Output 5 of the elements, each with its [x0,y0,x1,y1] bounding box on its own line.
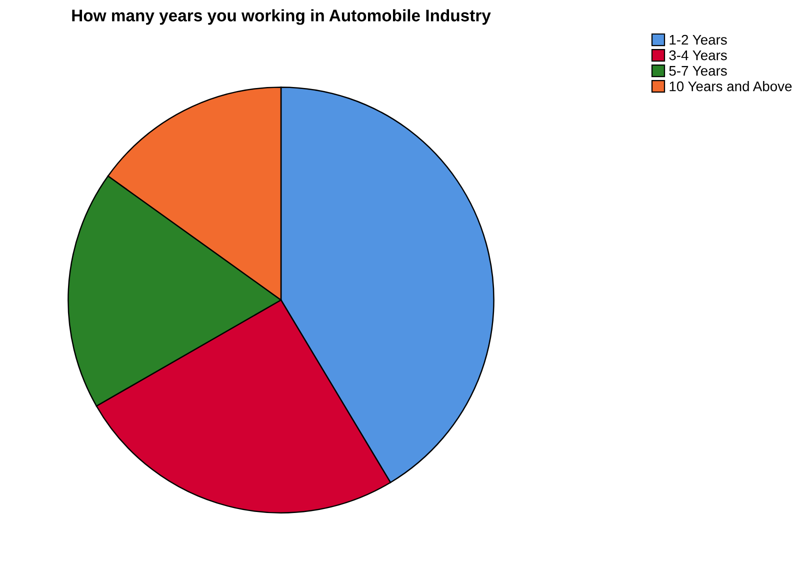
chart-title: How many years you working in Automobile Industry [72,9,491,25]
legend-label: 5-7 Years [669,66,727,76]
legend-label: 1-2 Years [670,34,727,45]
legend-label: 10 Years and Above [670,81,792,92]
legend-label: 3-4 Years [669,50,727,60]
